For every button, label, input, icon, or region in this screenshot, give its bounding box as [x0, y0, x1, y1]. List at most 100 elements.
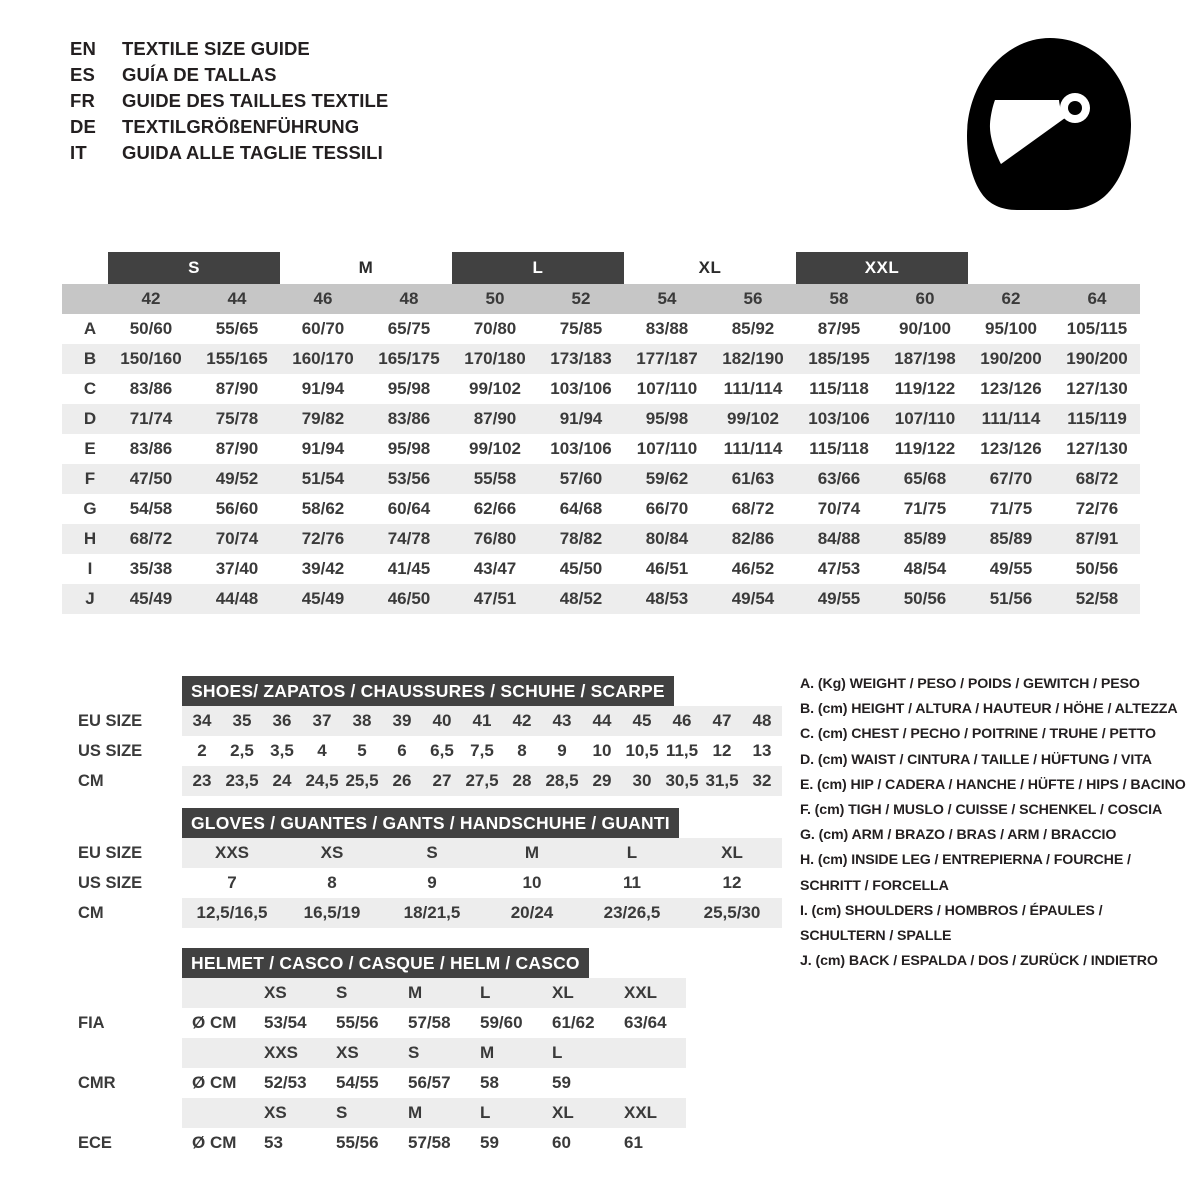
helmet-header-spacer: [70, 1098, 182, 1128]
shoes-cell: 12: [702, 736, 742, 766]
helmet-standard-label: FIA: [70, 1008, 182, 1038]
measurement-cell: 74/78: [366, 524, 452, 554]
measurement-cell: 43/47: [452, 554, 538, 584]
measurement-cell: 68/72: [1054, 464, 1140, 494]
shoes-cell: 45: [622, 706, 662, 736]
gloves-cell: 20/24: [482, 898, 582, 928]
helmet-measurement-cell: 53: [254, 1128, 326, 1158]
helmet-standard-row: CMR Ø CM 52/53 54/55 56/57 58 59: [70, 1068, 686, 1098]
shoes-row: US SIZE 2 2,5 3,5 4 5 6 6,5 7,5 8 9 10 10,5 11,5 12 13: [70, 736, 782, 766]
measurement-cell: 187/198: [882, 344, 968, 374]
language-code: ES: [70, 64, 96, 85]
legend-item: D. (cm) WAIST / CINTURA / TAILLE / HÜFTU…: [800, 751, 1152, 768]
gloves-row-label: US SIZE: [70, 868, 182, 898]
shoes-cell: 30,5: [662, 766, 702, 796]
measurement-cell: 190/200: [968, 344, 1054, 374]
size-number-cell: 44: [194, 284, 280, 314]
measurement-cell: 165/175: [366, 344, 452, 374]
helmet-size-header-row: XXS XS S M L: [70, 1038, 686, 1068]
gloves-section: GLOVES / GUANTES / GANTS / HANDSCHUHE / …: [182, 808, 679, 840]
size-band-xl: XL: [698, 258, 722, 277]
shoes-cell: 5: [342, 736, 382, 766]
measurement-cell: 105/115: [1054, 314, 1140, 344]
helmet-size-header-row: XS S M L XL XXL: [70, 1098, 686, 1128]
shoes-cell: 6: [382, 736, 422, 766]
measurement-cell: 66/70: [624, 494, 710, 524]
measurement-cell: 45/49: [108, 584, 194, 614]
language-title: GUIDA ALLE TAGLIE TESSILI: [122, 142, 383, 163]
measurement-cell: 61/63: [710, 464, 796, 494]
table-row: D 71/74 75/78 79/82 83/86 87/90 91/94 95/98 99/1…: [62, 404, 1140, 434]
row-label: J: [62, 584, 108, 614]
measurement-cell: 127/130: [1054, 434, 1140, 464]
measurement-cell: 103/106: [538, 434, 624, 464]
shoes-cell: 25,5: [342, 766, 382, 796]
helmet-measurement-cell: 58: [470, 1068, 542, 1098]
helmet-standard-label: CMR: [70, 1068, 182, 1098]
table-row: H 68/72 70/74 72/76 74/78 76/80 78/82 80/84 82/8…: [62, 524, 1140, 554]
size-band-xxl: XXL: [796, 252, 968, 284]
measurement-cell: 127/130: [1054, 374, 1140, 404]
gloves-cell: XXS: [182, 838, 282, 868]
measurement-cell: 50/60: [108, 314, 194, 344]
helmet-size-cell: XS: [326, 1038, 398, 1068]
header-language-list: EN TEXTILE SIZE GUIDE ES GUÍA DE TALLAS …: [70, 38, 388, 168]
measurement-cell: 44/48: [194, 584, 280, 614]
measurement-cell: 185/195: [796, 344, 882, 374]
measurement-cell: 87/95: [796, 314, 882, 344]
gloves-row: US SIZE 7 8 9 10 11 12: [70, 868, 782, 898]
helmet-size-cell: XXS: [254, 1038, 326, 1068]
helmet-measurement-cell: 61/62: [542, 1008, 614, 1038]
shoes-cell: 27: [422, 766, 462, 796]
measurement-cell: 91/94: [280, 374, 366, 404]
gloves-row-label: EU SIZE: [70, 838, 182, 868]
legend-item: H. (cm) INSIDE LEG / ENTREPIERNA / FOURC…: [800, 852, 1131, 869]
row-label: H: [62, 524, 108, 554]
shoes-row-label: US SIZE: [70, 736, 182, 766]
shoes-cell: 37: [302, 706, 342, 736]
measurement-cell: 87/90: [194, 434, 280, 464]
helmet-size-cell: S: [326, 978, 398, 1008]
measurement-cell: 65/75: [366, 314, 452, 344]
shoes-table: EU SIZE 34 35 36 37 38 39 40 41 42 43 44 45 46 47 48 US …: [70, 706, 782, 796]
helmet-measurement-cell: 56/57: [398, 1068, 470, 1098]
measurement-cell: 76/80: [452, 524, 538, 554]
language-code: EN: [70, 38, 97, 59]
helmet-measurement-cell: 63/64: [614, 1008, 686, 1038]
measurement-cell: 72/76: [1054, 494, 1140, 524]
measurement-cell: 71/75: [968, 494, 1054, 524]
gloves-table: EU SIZE XXS XS S M L XL US SIZE 7 8 9 10 11 12 CM 12,5/…: [70, 838, 782, 928]
shoes-cell: 13: [742, 736, 782, 766]
measurement-cell: 115/119: [1054, 404, 1140, 434]
shoes-cell: 48: [742, 706, 782, 736]
measurement-cell: 46/51: [624, 554, 710, 584]
shoes-cell: 28,5: [542, 766, 582, 796]
shoes-cell: 24,5: [302, 766, 342, 796]
helmet-size-cell: L: [542, 1038, 614, 1068]
measurement-cell: 80/84: [624, 524, 710, 554]
size-number-cell: 62: [968, 284, 1054, 314]
table-row: J 45/49 44/48 45/49 46/50 47/51 48/52 48/53 49/5…: [62, 584, 1140, 614]
helmet-unit-spacer: [182, 1098, 254, 1128]
helmet-size-cell: XL: [542, 1098, 614, 1128]
measurement-cell: 115/118: [796, 374, 882, 404]
helmet-standard-row: ECE Ø CM 53 55/56 57/58 59 60 61: [70, 1128, 686, 1158]
helmet-standard-label: ECE: [70, 1128, 182, 1158]
helmet-standard-row: FIA Ø CM 53/54 55/56 57/58 59/60 61/62 63/64: [70, 1008, 686, 1038]
measurement-cell: 46/52: [710, 554, 796, 584]
helmet-size-cell: XS: [254, 1098, 326, 1128]
shoes-cell: 4: [302, 736, 342, 766]
measurement-cell: 56/60: [194, 494, 280, 524]
measurement-cell: 99/102: [452, 374, 538, 404]
measurement-cell: 87/90: [452, 404, 538, 434]
measurement-cell: 95/98: [624, 404, 710, 434]
language-code: IT: [70, 142, 87, 163]
language-row-de: DE TEXTILGRÖßENFÜHRUNG: [70, 116, 388, 142]
size-number-cell: 56: [710, 284, 796, 314]
measurement-cell: 47/53: [796, 554, 882, 584]
row-label: E: [62, 434, 108, 464]
measurement-cell: 68/72: [108, 524, 194, 554]
measurement-cell: 99/102: [710, 404, 796, 434]
helmet-section: HELMET / CASCO / CASQUE / HELM / CASCO: [182, 948, 589, 980]
